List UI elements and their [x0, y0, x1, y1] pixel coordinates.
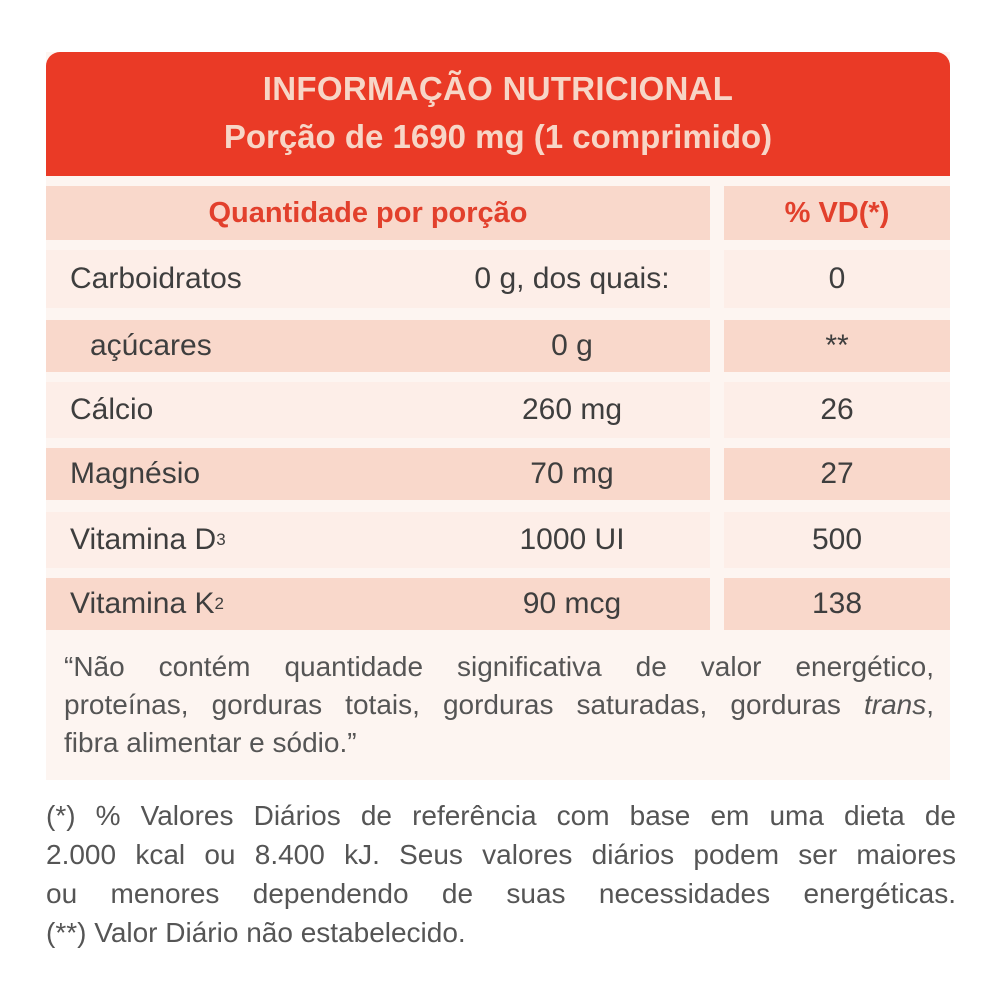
vitamin-subscript: 2 [214, 594, 224, 613]
row-name: Carboidratos [46, 250, 434, 308]
footnote-line: (**) Valor Diário não estabelecido. [46, 917, 466, 948]
footnote-line: ou menores dependendo de suas necessidad… [46, 878, 956, 909]
row-amount: 0 g [434, 320, 710, 372]
note-text: , [926, 689, 934, 720]
note-text: proteínas, gorduras totais, gorduras sat… [64, 689, 864, 720]
note-line: “Não contém quantidade significativa de … [64, 651, 934, 682]
row-vd: 138 [724, 578, 950, 630]
row-vd: ** [724, 320, 950, 372]
vitamin-subscript: 3 [216, 530, 226, 549]
footnote: (*) % Valores Diários de referência com … [46, 796, 956, 952]
row-vd: 26 [724, 382, 950, 438]
row-vd: 0 [724, 250, 950, 308]
footnote-line: 2.000 kcal ou 8.400 kJ. Seus valores diá… [46, 839, 956, 870]
row-amount: 0 g, dos quais: [434, 250, 710, 308]
nutrition-header: INFORMAÇÃO NUTRICIONAL Porção de 1690 mg… [46, 52, 950, 176]
footnote-line: (*) % Valores Diários de referência com … [46, 800, 956, 831]
portion-subtitle: Porção de 1690 mg (1 comprimido) [223, 118, 773, 155]
row-amount: 260 mg [434, 382, 710, 438]
quantity-header: Quantidade por porção [46, 186, 710, 240]
note-italic: trans [863, 689, 927, 720]
note-line: proteínas, gorduras totais, gorduras sat… [64, 686, 934, 724]
row-amount: 70 mg [434, 448, 710, 500]
row-name: açúcares [46, 320, 434, 372]
vd-header: % VD(*) [724, 186, 950, 240]
vitamin-name: Vitamina D [70, 523, 217, 556]
nutrition-title: INFORMAÇÃO NUTRICIONAL [262, 70, 734, 107]
composition-note: “Não contém quantidade significativa de … [64, 648, 934, 762]
row-vd: 500 [724, 512, 950, 568]
row-amount: 1000 UI [434, 512, 710, 568]
vitamin-name: Vitamina K [70, 587, 215, 620]
note-line: fibra alimentar e sódio.” [64, 727, 357, 758]
row-vd: 27 [724, 448, 950, 500]
row-amount: 90 mcg [434, 578, 710, 630]
row-name: Cálcio [46, 382, 434, 438]
row-name: Magnésio [46, 448, 434, 500]
